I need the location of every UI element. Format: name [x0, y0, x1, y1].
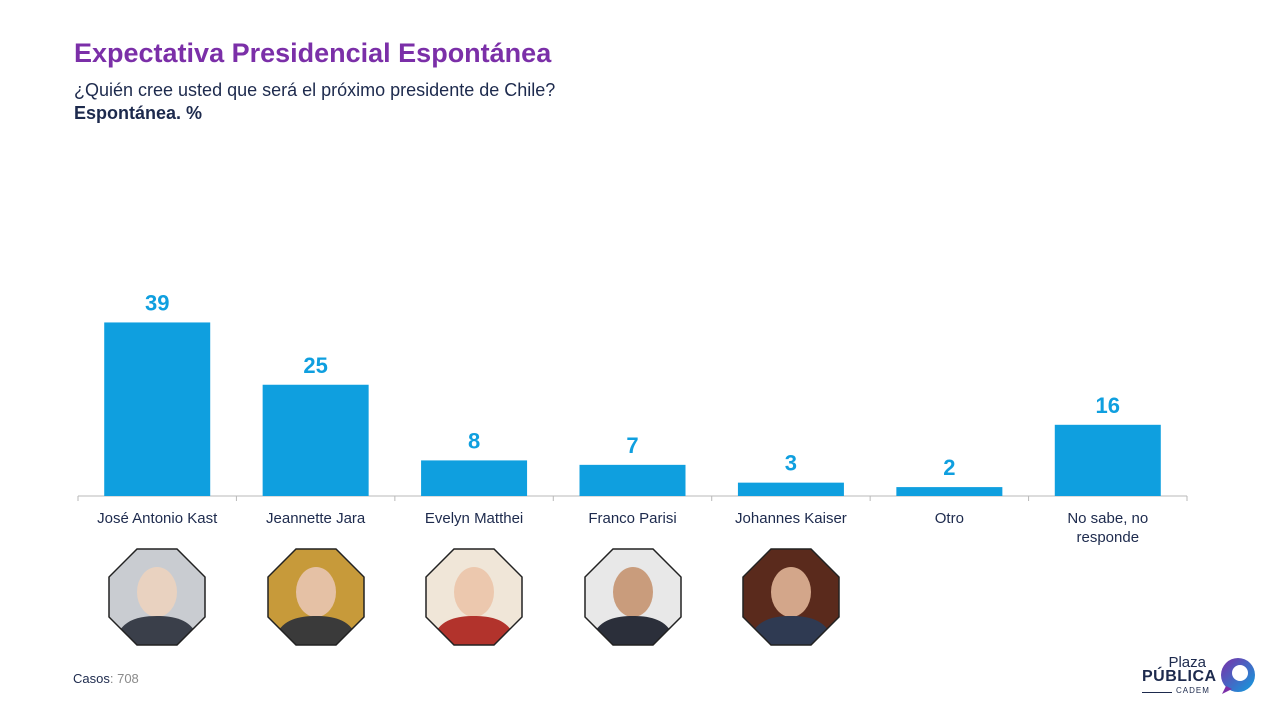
- candidate-photo-2: [266, 548, 365, 646]
- category-label-4: Franco Parisi: [588, 510, 676, 527]
- value-label-7: 16: [1096, 393, 1120, 418]
- sample-size: Casos: 708: [73, 671, 139, 686]
- value-label-5: 3: [785, 451, 797, 476]
- candidate-photo-3: [425, 548, 523, 646]
- category-label-6: Otro: [935, 510, 964, 527]
- bar-4: [579, 464, 686, 496]
- logo-line3: CADEM: [1176, 686, 1210, 695]
- chart-unit-label: Espontánea. %: [74, 103, 203, 123]
- logo-line1: Plaza: [1168, 654, 1206, 671]
- value-label-3: 8: [468, 428, 480, 453]
- value-label-4: 7: [626, 433, 638, 458]
- category-label-1: José Antonio Kast: [97, 510, 218, 527]
- category-label-7: No sabe, no responde: [1067, 510, 1148, 546]
- logo-line2: PÚBLICA: [1142, 668, 1217, 685]
- category-label-5: Johannes Kaiser: [735, 510, 847, 527]
- candidate-photo-5: [742, 548, 840, 646]
- category-label-2: Jeannette Jara: [266, 510, 366, 527]
- bar-1: [104, 322, 211, 496]
- plaza-publica-logo: Plaza PÚBLICA CADEM: [1140, 654, 1258, 700]
- value-label-2: 25: [303, 353, 327, 378]
- candidate-photo-4: [583, 548, 682, 646]
- casos-label: Casos: [73, 671, 110, 686]
- speech-bubble-icon: [1221, 658, 1255, 694]
- candidate-photo-1: [108, 548, 206, 646]
- value-label-1: 39: [145, 290, 169, 315]
- logo-rule: [1142, 692, 1172, 693]
- bar-3: [421, 460, 528, 496]
- chart-title: Expectativa Presidencial Espontánea: [74, 38, 552, 68]
- bar-6: [896, 487, 1003, 496]
- value-label-6: 2: [943, 455, 955, 480]
- bar-5: [737, 482, 844, 496]
- category-label-3: Evelyn Matthei: [425, 510, 523, 527]
- bar-7: [1054, 424, 1161, 496]
- bar-chart: 39 José Antonio Kast 25 Jeannette Jara 8 Evel…: [77, 290, 1188, 546]
- casos-value: : 708: [109, 671, 139, 686]
- chart-subtitle: ¿Quién cree usted que será el próximo pr…: [74, 80, 556, 100]
- bar-2: [262, 384, 369, 496]
